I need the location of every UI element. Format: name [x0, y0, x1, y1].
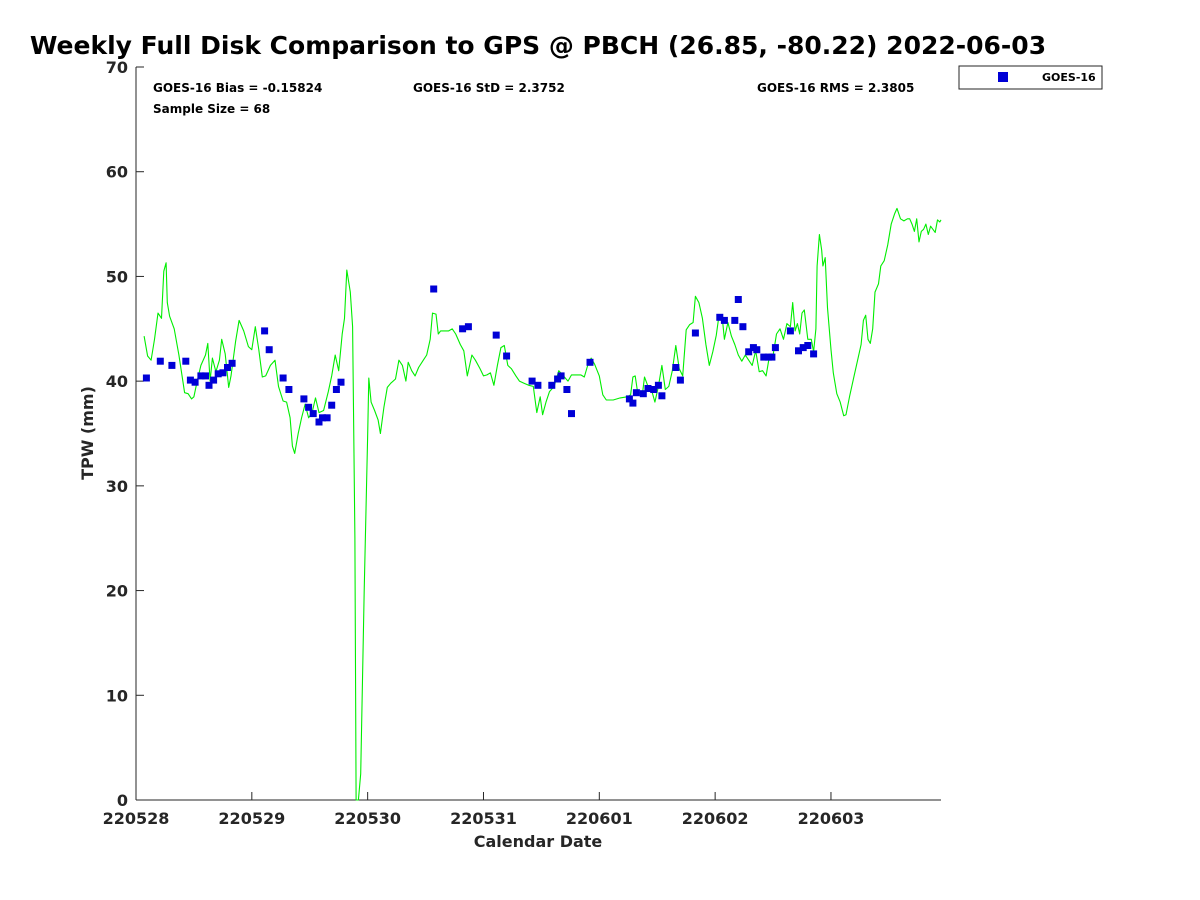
legend-box: [958, 65, 1103, 90]
goes16-point: [332, 386, 340, 393]
goes16-point: [459, 325, 467, 333]
goes16-point: [795, 347, 802, 355]
y-tick-label: 70: [106, 58, 128, 77]
legend-label-goes16: GOES-16: [1042, 71, 1096, 84]
goes16-point: [654, 381, 662, 389]
x-tick-label: 220603: [798, 809, 865, 828]
goes16-point: [734, 296, 742, 303]
goes16-point: [625, 395, 633, 403]
goes16-point: [639, 390, 647, 398]
goes16-point: [228, 359, 236, 367]
goes16-point: [799, 344, 807, 352]
plot-area: [136, 67, 941, 800]
x-axis-ticks: 220528 220529 220530 220531 220601 220602 2206…: [103, 792, 865, 828]
y-tick-label: 20: [106, 582, 128, 601]
goes16-point: [629, 399, 637, 407]
x-tick-label: 220602: [682, 809, 749, 828]
goes16-point: [337, 378, 345, 386]
std-stat: GOES-16 StD = 2.3752: [413, 81, 565, 95]
goes16-point: [464, 323, 472, 331]
legend-marker-goes16: [998, 72, 1008, 82]
y-tick-label: 30: [106, 477, 128, 496]
goes16-point: [548, 381, 556, 389]
goes16-point: [300, 395, 308, 403]
goes16-scatter-series: [142, 285, 818, 426]
goes16-point: [771, 344, 779, 352]
goes16-point: [305, 403, 313, 411]
goes16-point: [753, 346, 761, 354]
goes16-point: [328, 401, 336, 409]
goes16-point: [557, 372, 565, 380]
goes16-point: [205, 381, 213, 389]
goes16-point: [186, 376, 194, 384]
goes16-point: [768, 353, 776, 361]
sample-size-stat: Sample Size = 68: [153, 102, 270, 116]
x-tick-label: 220601: [566, 809, 633, 828]
x-tick-label: 220531: [450, 809, 517, 828]
goes16-point: [197, 372, 205, 380]
x-tick-label: 220530: [334, 809, 401, 828]
goes16-point: [658, 392, 666, 400]
y-tick-label: 60: [106, 163, 128, 182]
goes16-point: [739, 323, 747, 331]
y-axis-ticks: 0 10 20 30 40 50 60 70: [106, 58, 144, 810]
goes16-point: [632, 389, 640, 397]
goes16-point: [224, 364, 231, 371]
goes16-point: [563, 386, 571, 393]
goes16-point: [528, 377, 536, 385]
goes16-point: [191, 378, 199, 386]
goes16-point: [156, 357, 164, 365]
goes16-point: [716, 313, 724, 321]
y-tick-label: 40: [106, 372, 128, 391]
bias-stat: GOES-16 Bias = -0.15824: [153, 81, 322, 95]
goes16-point: [315, 418, 323, 426]
goes16-point: [265, 346, 273, 354]
rms-stat: GOES-16 RMS = 2.3805: [757, 81, 914, 95]
goes16-point: [323, 414, 331, 422]
goes16-point: [261, 327, 269, 335]
goes16-point: [644, 385, 652, 392]
goes16-point: [760, 353, 768, 361]
goes16-point: [745, 348, 753, 356]
goes16-point: [319, 414, 326, 422]
goes16-point: [142, 374, 150, 382]
chart-title: Weekly Full Disk Comparison to GPS @ PBC…: [30, 31, 1046, 60]
goes16-point: [219, 369, 227, 377]
goes16-point: [279, 374, 287, 382]
goes16-point: [168, 361, 176, 369]
goes16-point: [285, 386, 293, 393]
x-tick-label: 220529: [218, 809, 285, 828]
goes16-point: [568, 410, 575, 418]
goes16-point: [731, 316, 739, 324]
goes16-point: [672, 364, 680, 371]
y-tick-label: 10: [106, 686, 128, 705]
goes16-point: [214, 370, 222, 378]
goes16-point: [309, 410, 317, 418]
goes16-point: [430, 285, 438, 293]
x-tick-label: 220528: [103, 809, 170, 828]
y-axis-label: TPW (mm): [78, 386, 97, 480]
y-tick-label: 0: [117, 791, 128, 810]
goes16-point: [492, 331, 500, 339]
y-tick-label: 50: [106, 267, 128, 286]
goes16-point: [503, 352, 511, 360]
goes16-point: [210, 376, 218, 384]
goes16-point: [810, 350, 818, 358]
goes16-point: [182, 357, 190, 365]
legend: GOES-16: [958, 65, 1103, 90]
goes16-point: [586, 358, 594, 366]
goes16-point: [202, 372, 209, 380]
goes16-point: [650, 386, 658, 393]
goes16-point: [676, 376, 684, 384]
goes16-point: [691, 329, 699, 337]
x-axis-label: Calendar Date: [474, 832, 603, 851]
goes16-point: [534, 381, 542, 389]
goes16-point: [804, 342, 812, 349]
goes16-point: [786, 327, 794, 335]
goes16-point: [720, 316, 728, 324]
